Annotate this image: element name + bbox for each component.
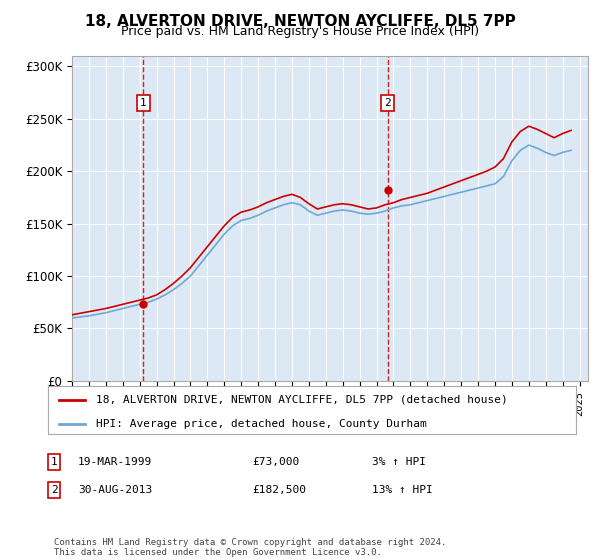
Text: 18, ALVERTON DRIVE, NEWTON AYCLIFFE, DL5 7PP (detached house): 18, ALVERTON DRIVE, NEWTON AYCLIFFE, DL5… [95,395,507,405]
Text: 1: 1 [140,98,146,108]
Text: 2: 2 [385,98,391,108]
Text: 18, ALVERTON DRIVE, NEWTON AYCLIFFE, DL5 7PP: 18, ALVERTON DRIVE, NEWTON AYCLIFFE, DL5… [85,14,515,29]
Text: 19-MAR-1999: 19-MAR-1999 [78,457,152,467]
Text: £73,000: £73,000 [252,457,299,467]
Text: Contains HM Land Registry data © Crown copyright and database right 2024.
This d: Contains HM Land Registry data © Crown c… [54,538,446,557]
Text: 3% ↑ HPI: 3% ↑ HPI [372,457,426,467]
Text: £182,500: £182,500 [252,485,306,495]
Text: 1: 1 [50,457,58,467]
Text: Price paid vs. HM Land Registry's House Price Index (HPI): Price paid vs. HM Land Registry's House … [121,25,479,38]
Text: 2: 2 [50,485,58,495]
Text: 30-AUG-2013: 30-AUG-2013 [78,485,152,495]
Text: 13% ↑ HPI: 13% ↑ HPI [372,485,433,495]
Text: HPI: Average price, detached house, County Durham: HPI: Average price, detached house, Coun… [95,418,426,428]
